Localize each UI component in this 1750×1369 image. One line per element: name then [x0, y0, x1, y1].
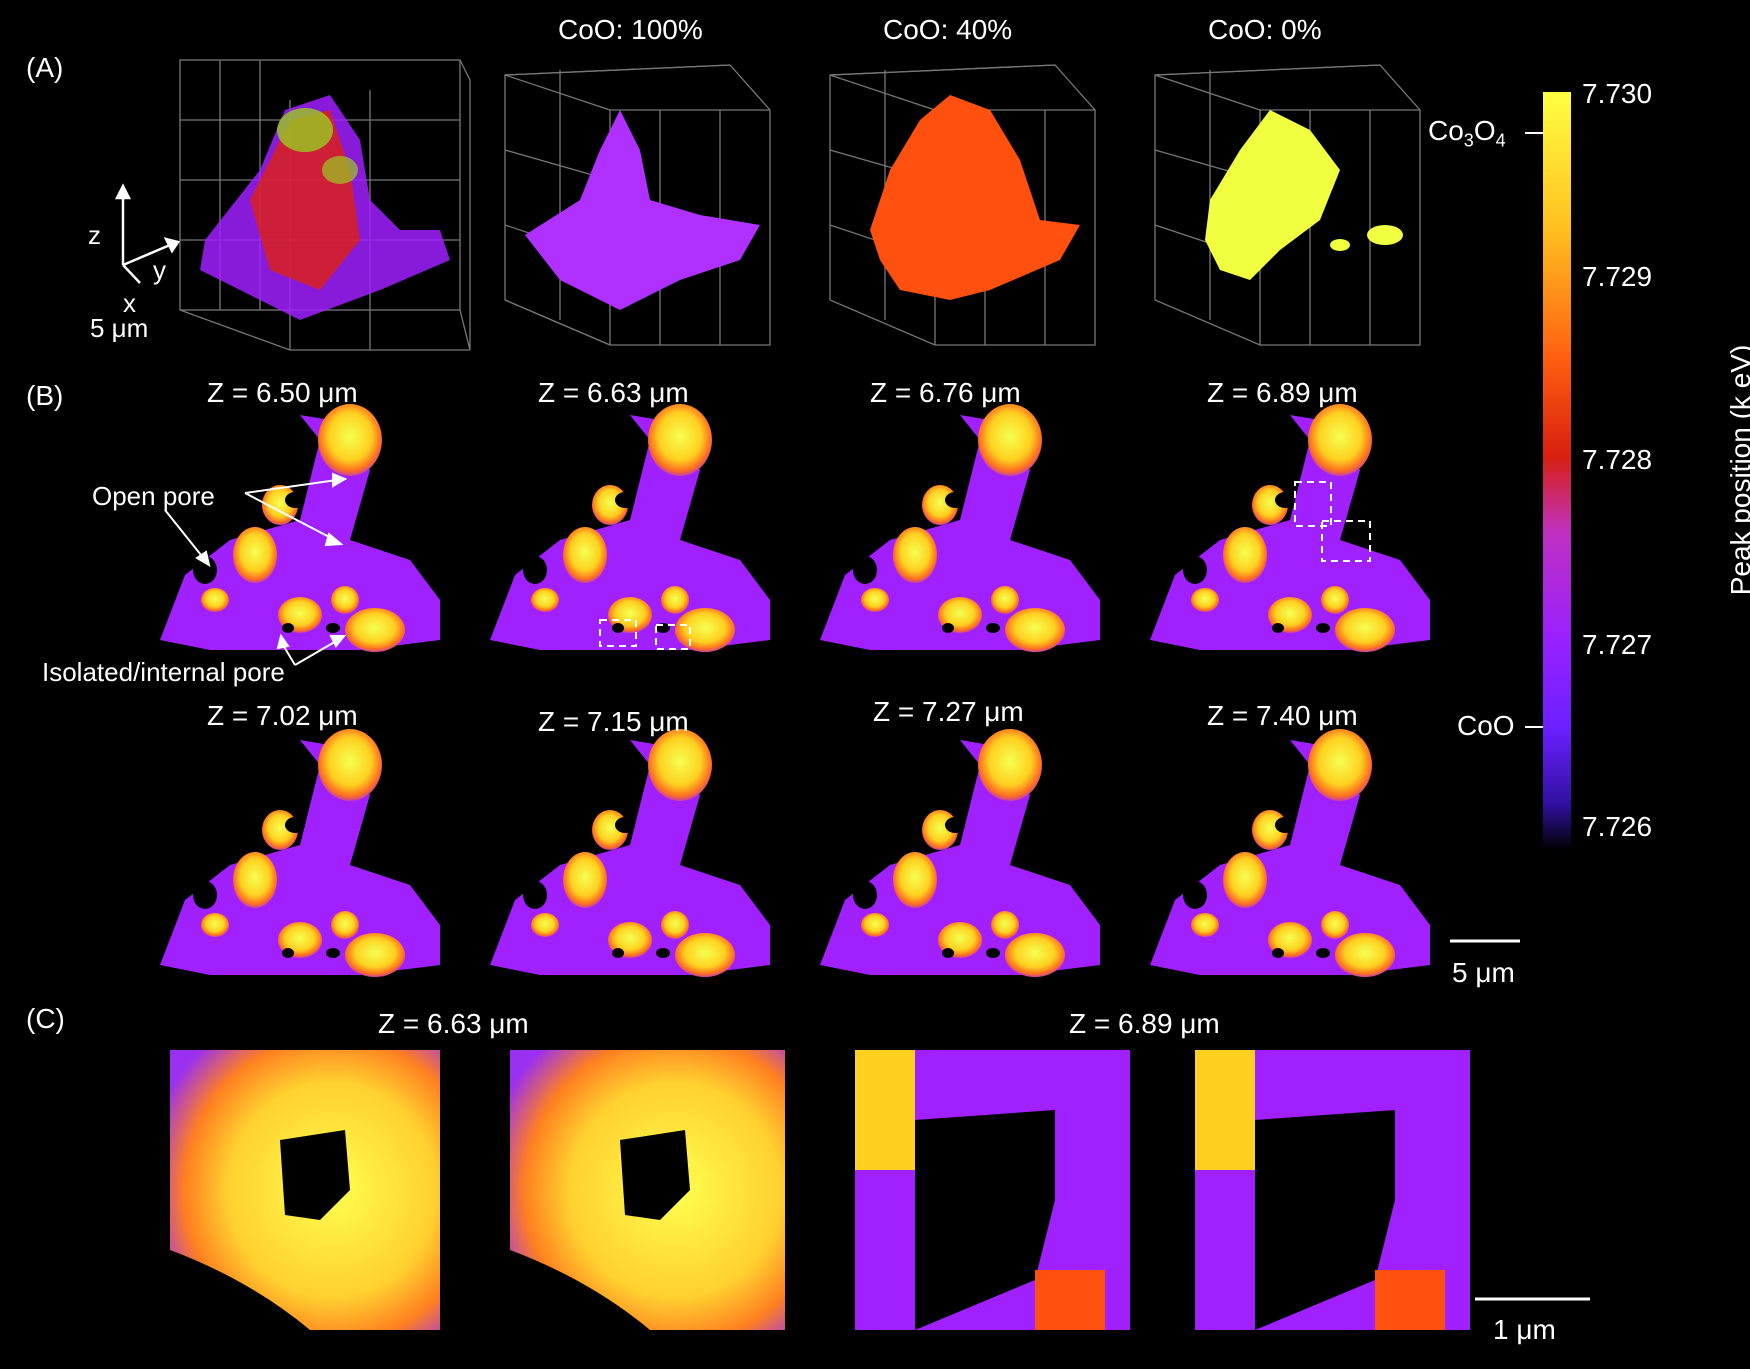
zoom-tile-1: [170, 1050, 440, 1330]
scale-label-c: 1 μm: [1493, 1314, 1556, 1345]
slice-label-8: Z = 7.40 μm: [1207, 700, 1358, 731]
slice-map-8: [1150, 729, 1430, 977]
zoom-tile-4: [1195, 1050, 1470, 1330]
slice-label-4: Z = 6.89 μm: [1207, 377, 1358, 408]
roi-boxes: [599, 481, 1371, 650]
scale-label-b: 5 μm: [1452, 957, 1515, 988]
header-coo-0: CoO: 0%: [1208, 14, 1322, 45]
slice-map-7: [820, 729, 1100, 977]
coo-label: CoO: [1457, 710, 1515, 741]
pore-arrows: [164, 472, 348, 666]
colorbar-gradient: [1543, 92, 1571, 850]
axis-label-z: z: [88, 220, 101, 250]
slice-label-1: Z = 6.50 μm: [207, 377, 358, 408]
header-coo-40: CoO: 40%: [883, 14, 1013, 45]
slice-label-6: Z = 7.15 μm: [538, 706, 689, 737]
co3o4-label: Co3O4: [1428, 115, 1506, 151]
header-coo-100: CoO: 100%: [558, 14, 703, 45]
box-coo-0: [1154, 64, 1421, 346]
slice-label-3: Z = 6.76 μm: [870, 377, 1021, 408]
slice-label-5: Z = 7.02 μm: [207, 700, 358, 731]
panel-label-b: (B): [26, 380, 64, 411]
slice-map-2: [490, 404, 770, 652]
panel-label-c: (C): [26, 1003, 65, 1034]
slice-maps: [160, 404, 1470, 1330]
colorbar-tick-2: 7.729: [1582, 261, 1653, 292]
zoom-tile-2: [510, 1050, 785, 1330]
colorbar-tick-3: 7.728: [1582, 444, 1653, 475]
box-coo-100: [504, 64, 771, 346]
slice-map-1: [160, 404, 440, 652]
axis-label-x: x: [123, 288, 136, 318]
colorbar-tick-4: 7.727: [1582, 629, 1653, 660]
isolated-pore-label: Isolated/internal pore: [42, 657, 285, 687]
colorbar-tick-5: 7.726: [1582, 811, 1653, 842]
open-pore-label: Open pore: [92, 481, 215, 511]
slice-map-4: [1150, 404, 1430, 652]
colorbar-tick-1: 7.730: [1582, 78, 1653, 109]
colorbar-title: Peak position (k eV): [1725, 344, 1750, 596]
zoom-label-2: Z = 6.89 μm: [1069, 1008, 1220, 1039]
slice-label-7: Z = 7.27 μm: [873, 696, 1024, 727]
box-combined: [179, 59, 471, 351]
slice-map-5: [160, 729, 440, 977]
scale-label-a: 5 μm: [90, 313, 149, 343]
zoom-label-1: Z = 6.63 μm: [378, 1008, 529, 1039]
axis-triad: [114, 183, 181, 284]
box-coo-40: [829, 64, 1096, 346]
slice-map-6: [490, 729, 770, 977]
slice-map-3: [820, 404, 1100, 652]
zoom-tile-3: [855, 1050, 1130, 1330]
slice-label-2: Z = 6.63 μm: [538, 377, 689, 408]
panel-label-a: (A): [26, 52, 64, 83]
axis-label-y: y: [153, 255, 166, 285]
